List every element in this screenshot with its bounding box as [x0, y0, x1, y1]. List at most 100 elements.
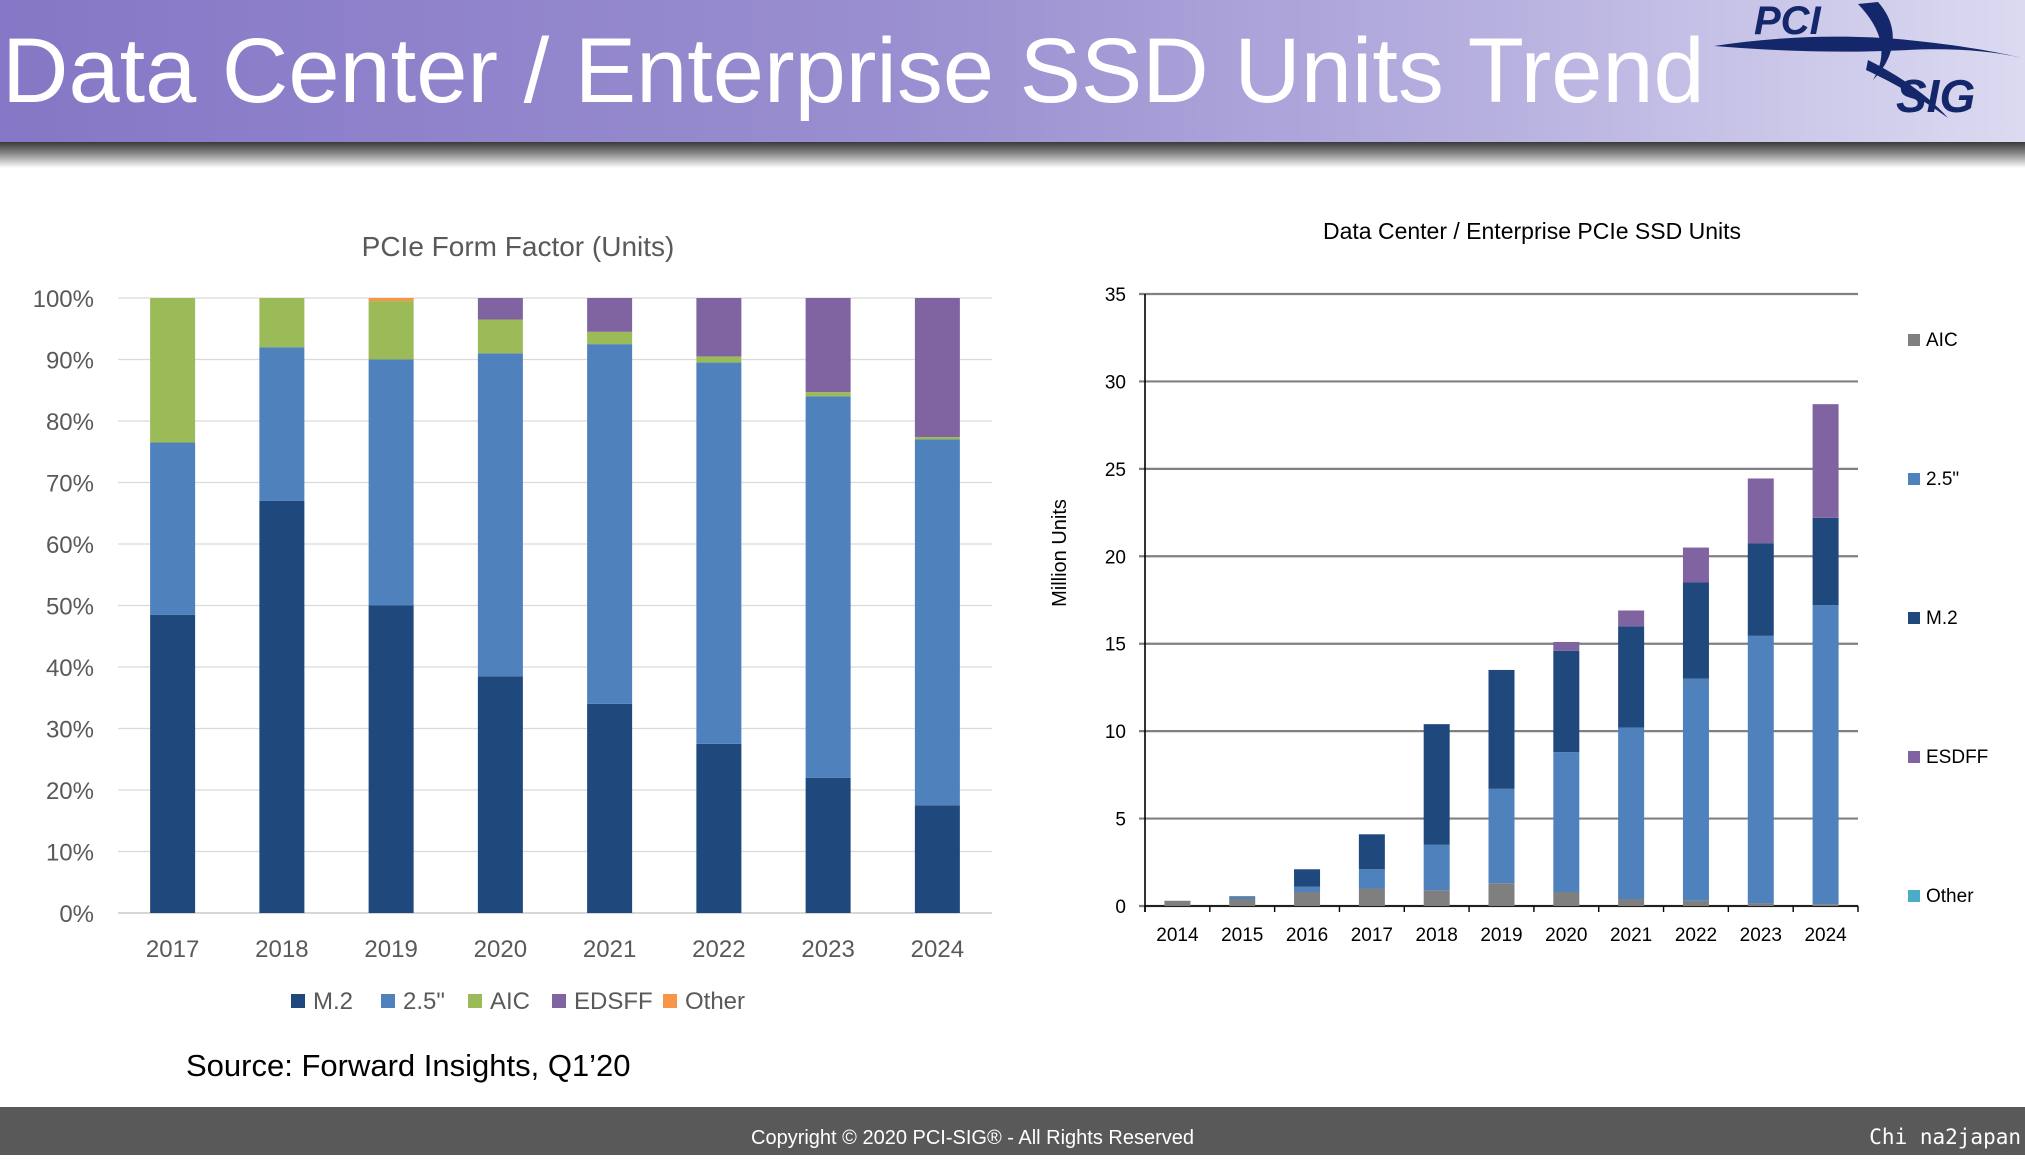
bar-segment	[1229, 897, 1255, 899]
bar-segment	[259, 347, 304, 501]
header-shadow	[0, 142, 2025, 168]
bar-segment	[1553, 752, 1579, 892]
bar-segment	[1748, 636, 1774, 904]
legend-swatch	[1908, 751, 1920, 763]
x-tick-label: 2019	[1480, 925, 1522, 946]
bar-segment	[150, 615, 195, 913]
bar-segment	[915, 805, 960, 913]
x-tick-label: 2020	[1545, 925, 1587, 946]
bar-segment	[478, 353, 523, 676]
bar-segment	[1683, 679, 1709, 901]
bar-segment	[1683, 548, 1709, 583]
y-tick-label: 80%	[46, 409, 94, 436]
x-tick-label: 2016	[1286, 925, 1328, 946]
bar-segment	[1294, 887, 1320, 892]
x-tick-label: 2018	[255, 936, 308, 963]
bar-segment	[915, 298, 960, 437]
bar-segment	[478, 298, 523, 320]
y-tick-label: 20	[1105, 547, 1126, 568]
bar-segment	[1489, 789, 1515, 883]
bar-segment	[587, 332, 632, 344]
bar-segment	[1229, 899, 1255, 906]
bar-segment	[1359, 834, 1385, 869]
legend-label: AIC	[490, 988, 530, 1015]
bar-segment	[369, 301, 414, 359]
legend-label: AIC	[1926, 330, 1958, 351]
bar-segment	[915, 437, 960, 439]
y-tick-label: 30%	[46, 717, 94, 744]
y-tick-label: 15	[1105, 635, 1126, 656]
bar-segment	[1553, 892, 1579, 906]
copyright-text: Copyright © 2020 PCI-SIG® - All Rights R…	[0, 1107, 1945, 1155]
x-tick-label: 2020	[474, 936, 527, 963]
x-tick-label: 2022	[1675, 925, 1717, 946]
header-banner: Data Center / Enterprise SSD Units Trend…	[0, 0, 2025, 142]
legend-label: ESDFF	[1926, 747, 1988, 768]
x-tick-label: 2021	[583, 936, 636, 963]
bar-segment	[806, 392, 851, 396]
bar-segment	[1618, 626, 1644, 727]
pci-sig-logo: PCI SIG	[1708, 0, 2025, 130]
y-tick-label: 60%	[46, 532, 94, 559]
legend-swatch	[468, 994, 482, 1008]
bar-segment	[915, 439, 960, 805]
bar-segment	[1748, 903, 1774, 906]
watermark-text: Chi na2japan	[1869, 1125, 2021, 1149]
bar-segment	[1748, 478, 1774, 543]
legend-swatch	[291, 994, 305, 1008]
bar-segment	[1683, 583, 1709, 679]
bar-segment	[587, 344, 632, 704]
bar-segment	[150, 298, 195, 443]
bar-segment	[587, 298, 632, 332]
units-chart: Data Center / Enterprise PCIe SSD Units …	[1020, 200, 2025, 970]
footer: Copyright © 2020 PCI-SIG® - All Rights R…	[0, 1107, 2025, 1155]
x-tick-label: 2023	[1740, 925, 1782, 946]
legend-label: Other	[685, 988, 745, 1015]
y-tick-label: 100%	[33, 286, 94, 313]
bar-segment	[1553, 642, 1579, 651]
bar-segment	[369, 298, 414, 301]
y-tick-label: 5	[1115, 810, 1126, 831]
legend-swatch	[381, 994, 395, 1008]
x-tick-label: 2021	[1610, 925, 1652, 946]
y-tick-label: 90%	[46, 348, 94, 375]
bar-segment	[587, 704, 632, 913]
y-tick-label: 10	[1105, 722, 1126, 743]
legend-label: EDSFF	[574, 988, 653, 1015]
x-tick-label: 2017	[1351, 925, 1393, 946]
bar-segment	[696, 744, 741, 913]
bar-segment	[150, 443, 195, 615]
bar-segment	[1813, 605, 1839, 904]
bar-segment	[696, 363, 741, 744]
bar-segment	[259, 298, 304, 347]
form-factor-chart: PCIe Form Factor (Units) 0% 10% 20% 30% 40% 5…	[0, 210, 1020, 1030]
bar-segment	[1489, 883, 1515, 906]
x-tick-label: 2014	[1156, 925, 1199, 946]
y-tick-label: 35	[1105, 285, 1126, 306]
bar-segment	[478, 320, 523, 354]
svg-text:SIG: SIG	[1896, 70, 1975, 122]
x-tick-label: 2015	[1221, 925, 1263, 946]
bar-segment	[1813, 904, 1839, 906]
bar-segment	[1553, 651, 1579, 752]
bar-segment	[1813, 404, 1839, 518]
y-tick-label: 25	[1105, 460, 1126, 481]
bar-segment	[1424, 724, 1450, 845]
x-tick-label: 2023	[801, 936, 854, 963]
bar-segment	[259, 501, 304, 913]
y-tick-label: 0%	[59, 901, 94, 928]
bar-segment	[1294, 892, 1320, 906]
x-tick-label: 2024	[911, 936, 964, 963]
legend-swatch	[1908, 890, 1920, 902]
legend-label: 2.5"	[1926, 469, 1959, 490]
x-tick-label: 2018	[1416, 925, 1458, 946]
legend-label: Other	[1926, 886, 1974, 907]
source-note: Source: Forward Insights, Q1’20	[186, 1048, 631, 1084]
x-tick-label: 2024	[1804, 925, 1847, 946]
y-tick-label: 0	[1115, 897, 1126, 918]
y-tick-label: 40%	[46, 655, 94, 682]
bar-segment	[1294, 869, 1320, 886]
legend-swatch	[1908, 612, 1920, 624]
x-tick-label: 2022	[692, 936, 745, 963]
legend-label: 2.5"	[403, 988, 445, 1015]
